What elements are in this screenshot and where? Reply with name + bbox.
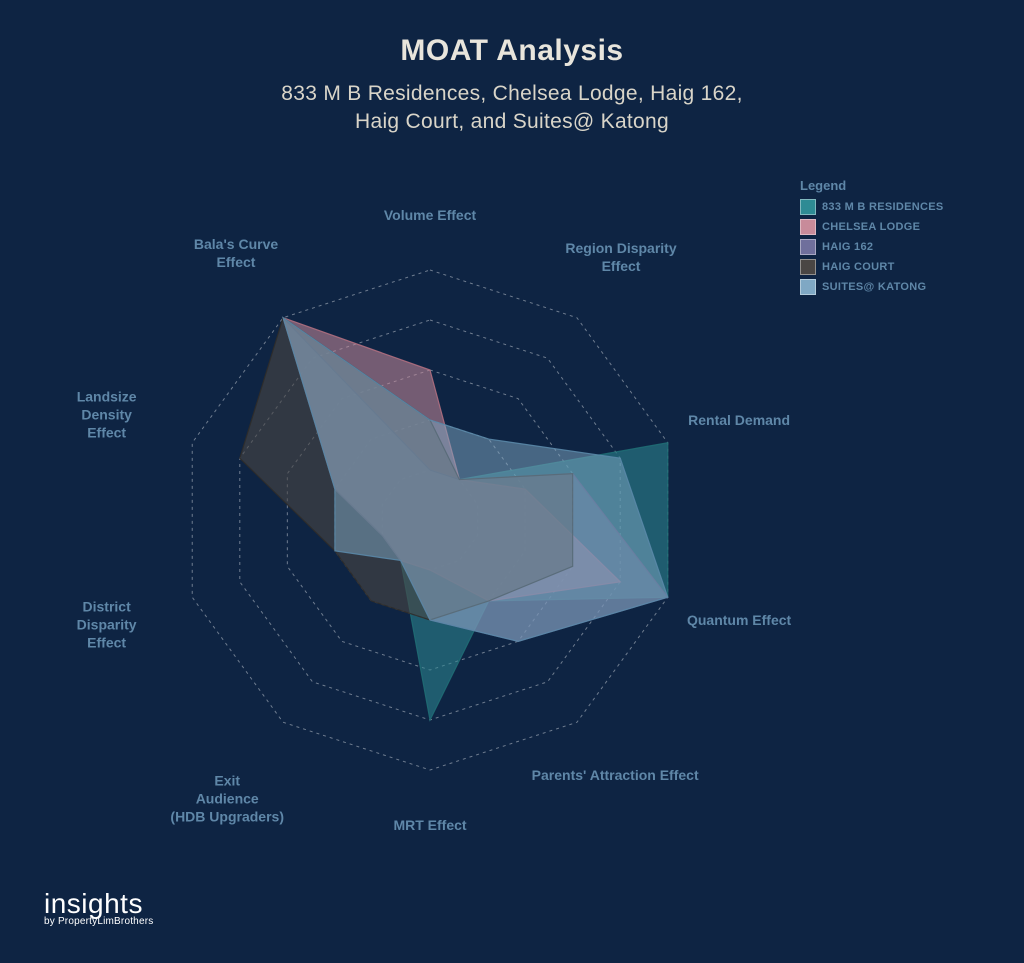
axis-label: Bala's Curve Effect (194, 235, 278, 271)
legend-swatch (800, 239, 816, 255)
legend-swatch (800, 279, 816, 295)
legend-item: 833 M B RESIDENCES (800, 199, 944, 215)
legend-swatch (800, 219, 816, 235)
axis-label: Rental Demand (688, 410, 790, 428)
legend-swatch (800, 259, 816, 275)
axis-label: Exit Audience (HDB Upgraders) (170, 772, 284, 827)
axis-label: Volume Effect (384, 206, 476, 224)
radar-chart: Volume Effect Region Disparity Effect Rent… (0, 0, 1024, 963)
legend-item: HAIG 162 (800, 239, 944, 255)
legend-title: Legend (800, 178, 944, 193)
legend-item: CHELSEA LODGE (800, 219, 944, 235)
legend-label: HAIG 162 (822, 241, 873, 253)
axis-label: District Disparity Effect (77, 598, 137, 653)
legend-item: HAIG COURT (800, 259, 944, 275)
legend-item: SUITES@ KATONG (800, 279, 944, 295)
axis-label: Region Disparity Effect (565, 239, 676, 275)
legend-label: CHELSEA LODGE (822, 221, 920, 233)
legend-label: SUITES@ KATONG (822, 281, 926, 293)
axis-label: Quantum Effect (687, 611, 791, 629)
legend-swatch (800, 199, 816, 215)
axis-label: Parents' Attraction Effect (532, 766, 699, 784)
series-suites-katong (283, 318, 668, 642)
brand-logo: insights by PropertyLimBrothers (44, 888, 153, 927)
legend: Legend 833 M B RESIDENCES CHELSEA LODGE HA… (800, 178, 944, 299)
legend-label: 833 M B RESIDENCES (822, 201, 944, 213)
legend-label: HAIG COURT (822, 261, 895, 273)
axis-label: Landsize Density Effect (77, 388, 137, 443)
brand-sub: by PropertyLimBrothers (44, 916, 153, 927)
axis-label: MRT Effect (393, 816, 466, 834)
